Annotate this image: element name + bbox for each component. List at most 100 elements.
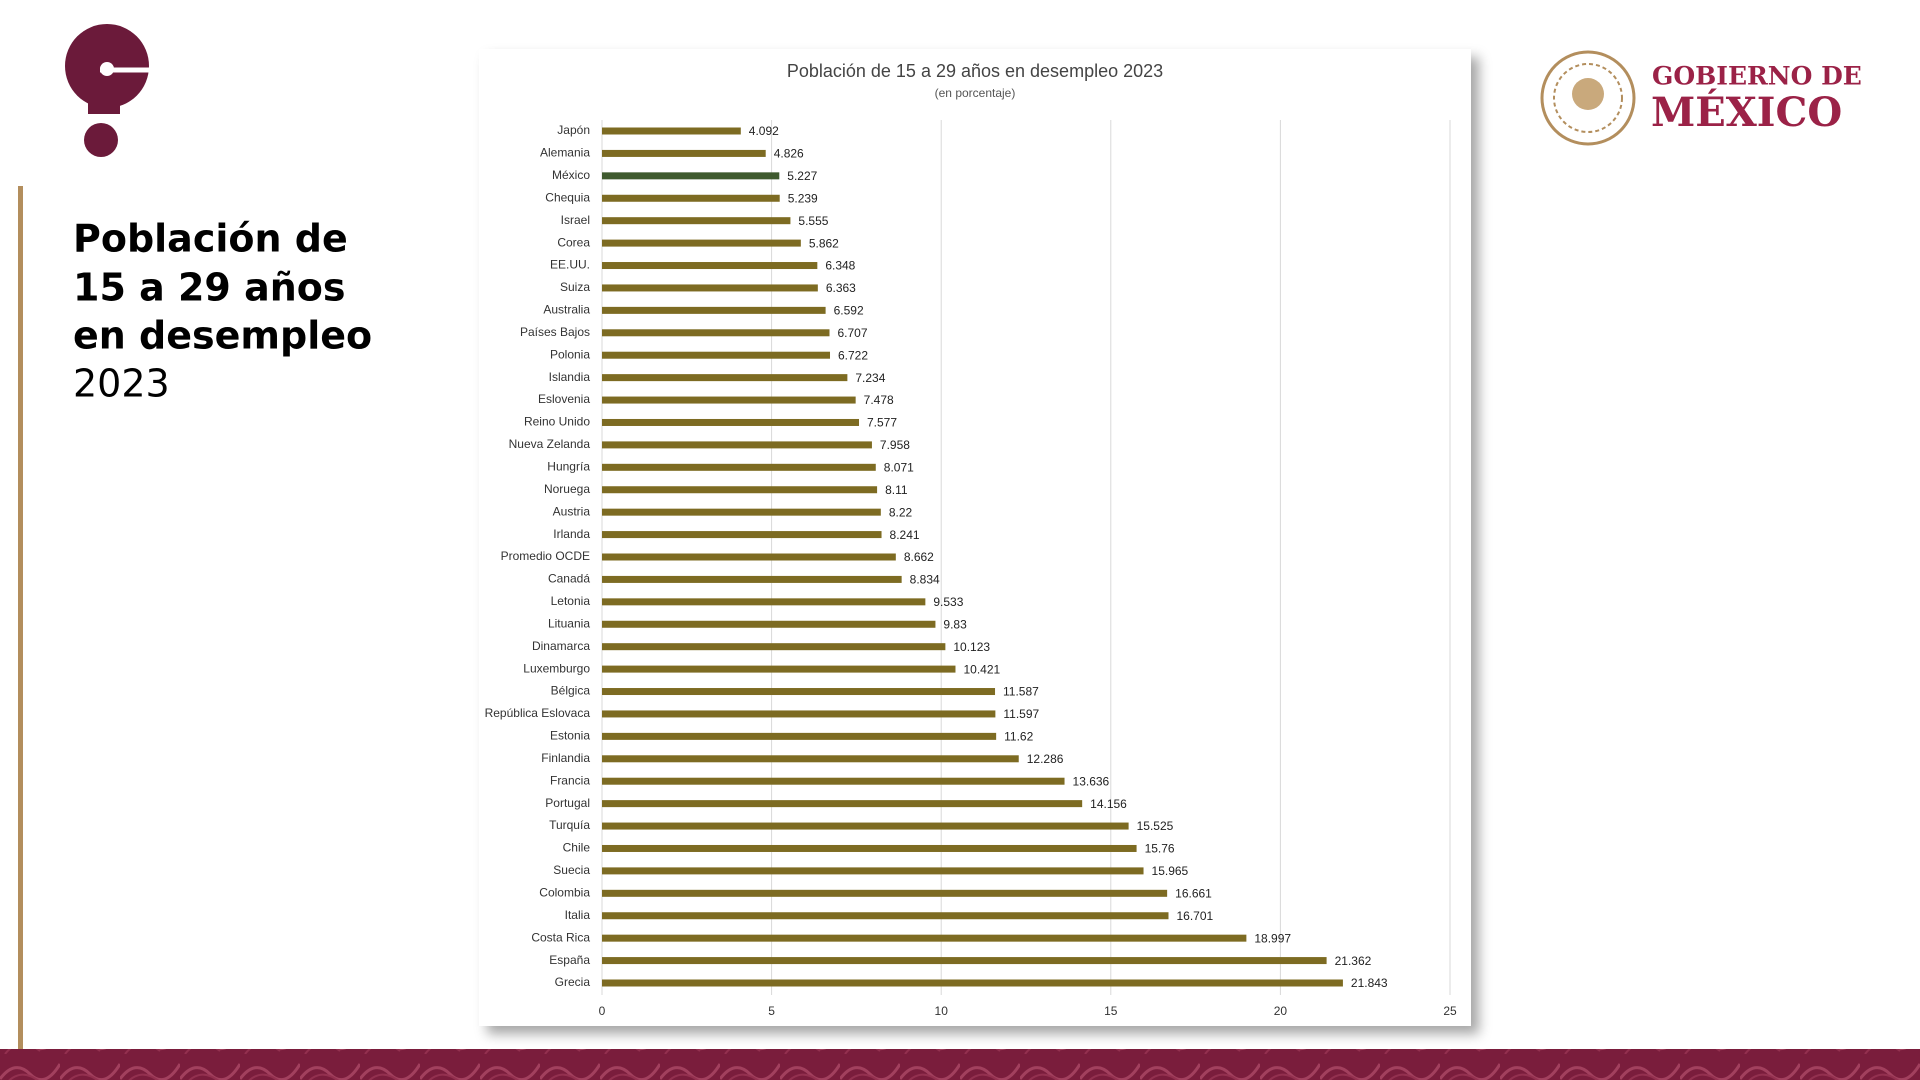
y-tick-label: República Eslovaca: [485, 706, 591, 720]
value-label: 6.592: [834, 304, 864, 318]
bar: [602, 463, 876, 471]
bar: [602, 889, 1168, 897]
value-label: 5.555: [798, 214, 828, 228]
y-tick-label: Estonia: [550, 729, 590, 743]
value-label: 7.577: [867, 416, 897, 430]
y-tick-label: Eslovenia: [538, 392, 590, 406]
y-tick-label: Israel: [561, 213, 590, 227]
value-label: 5.862: [809, 236, 839, 250]
bar: [602, 418, 860, 426]
bar: [602, 844, 1137, 852]
bar: [602, 194, 780, 202]
y-tick-label: Australia: [543, 303, 590, 317]
value-label: 16.661: [1175, 886, 1212, 900]
value-label: 10.123: [953, 640, 990, 654]
accent-line: [18, 186, 23, 1049]
bar: [602, 531, 882, 539]
bar: [602, 374, 848, 382]
y-tick-label: Lituania: [548, 616, 590, 630]
value-label: 7.234: [855, 371, 885, 385]
y-tick-label: Turquía: [549, 818, 590, 832]
value-label: 21.843: [1351, 976, 1388, 990]
bar: [602, 239, 801, 247]
question-logo: [65, 24, 150, 157]
bar: [602, 755, 1019, 763]
value-label: 15.965: [1152, 864, 1189, 878]
bar: [602, 620, 936, 628]
value-label: 7.478: [864, 393, 894, 407]
side-title: en desempleo: [73, 314, 372, 358]
y-tick-label: Luxemburgo: [523, 661, 590, 675]
y-tick-label: Corea: [557, 235, 590, 249]
bar: [602, 306, 826, 314]
value-label: 13.636: [1073, 774, 1110, 788]
value-label: 15.525: [1137, 819, 1174, 833]
bar: [602, 934, 1247, 942]
value-label: 6.363: [826, 281, 856, 295]
bar: [602, 284, 818, 292]
x-tick-label: 15: [1104, 1004, 1118, 1018]
bar: [602, 643, 946, 651]
y-tick-label: Costa Rica: [531, 930, 590, 944]
bar: [602, 508, 881, 516]
logo-text: GOBIERNO DE: [1652, 62, 1862, 91]
bar: [602, 127, 741, 135]
y-tick-label: Suiza: [560, 280, 590, 294]
value-label: 6.348: [825, 259, 855, 273]
y-tick-label: Chile: [563, 841, 591, 855]
bar: [602, 777, 1065, 785]
y-tick-label: Promedio OCDE: [501, 549, 590, 563]
value-label: 21.362: [1335, 954, 1372, 968]
value-label: 5.239: [788, 191, 818, 205]
y-tick-label: Austria: [553, 504, 591, 518]
value-label: 8.22: [889, 505, 913, 519]
y-tick-label: Suecia: [553, 863, 590, 877]
bar: [602, 441, 872, 449]
side-title: Población de: [73, 217, 348, 261]
bar: [602, 396, 856, 404]
y-tick-label: Alemania: [540, 146, 590, 160]
value-label: 8.241: [890, 528, 920, 542]
value-label: 5.227: [787, 169, 817, 183]
value-label: 10.421: [963, 662, 1000, 676]
bar: [602, 912, 1169, 920]
value-label: 18.997: [1254, 931, 1291, 945]
value-label: 8.11: [885, 483, 908, 497]
chart-subtitle: (en porcentaje): [935, 86, 1016, 100]
bar: [602, 217, 791, 225]
gov-logo: GOBIERNO DE MÉXICO: [1540, 50, 1862, 146]
value-label: 14.156: [1090, 797, 1127, 811]
y-tick-label: EE.UU.: [550, 258, 590, 272]
value-label: 11.587: [1003, 685, 1039, 699]
bar: [602, 710, 996, 718]
y-tick-label: Bélgica: [551, 684, 591, 698]
bar: [602, 822, 1129, 830]
y-tick-label: Reino Unido: [524, 415, 590, 429]
bar: [602, 486, 878, 494]
value-label: 8.662: [904, 550, 934, 564]
x-tick-label: 25: [1443, 1004, 1457, 1018]
y-tick-label: Portugal: [545, 796, 590, 810]
value-label: 6.707: [838, 326, 868, 340]
bar: [602, 575, 902, 583]
value-label: 11.597: [1003, 707, 1039, 721]
bar: [602, 172, 780, 180]
y-tick-label: Italia: [565, 908, 591, 922]
x-tick-label: 20: [1274, 1004, 1288, 1018]
y-tick-label: Letonia: [551, 594, 591, 608]
y-tick-label: Noruega: [544, 482, 590, 496]
side-title: 15 a 29 años: [73, 266, 346, 310]
y-tick-label: Hungría: [547, 459, 590, 473]
y-tick-label: Japón: [557, 123, 590, 137]
y-tick-label: España: [549, 953, 590, 967]
bar: [602, 149, 766, 157]
y-tick-label: México: [552, 168, 590, 182]
value-label: 12.286: [1027, 752, 1064, 766]
bar: [602, 688, 996, 696]
value-label: 8.834: [910, 573, 940, 587]
value-label: 8.071: [884, 460, 914, 474]
y-tick-label: Canadá: [548, 572, 590, 586]
side-year: 2023: [73, 362, 170, 406]
bar: [602, 665, 956, 673]
